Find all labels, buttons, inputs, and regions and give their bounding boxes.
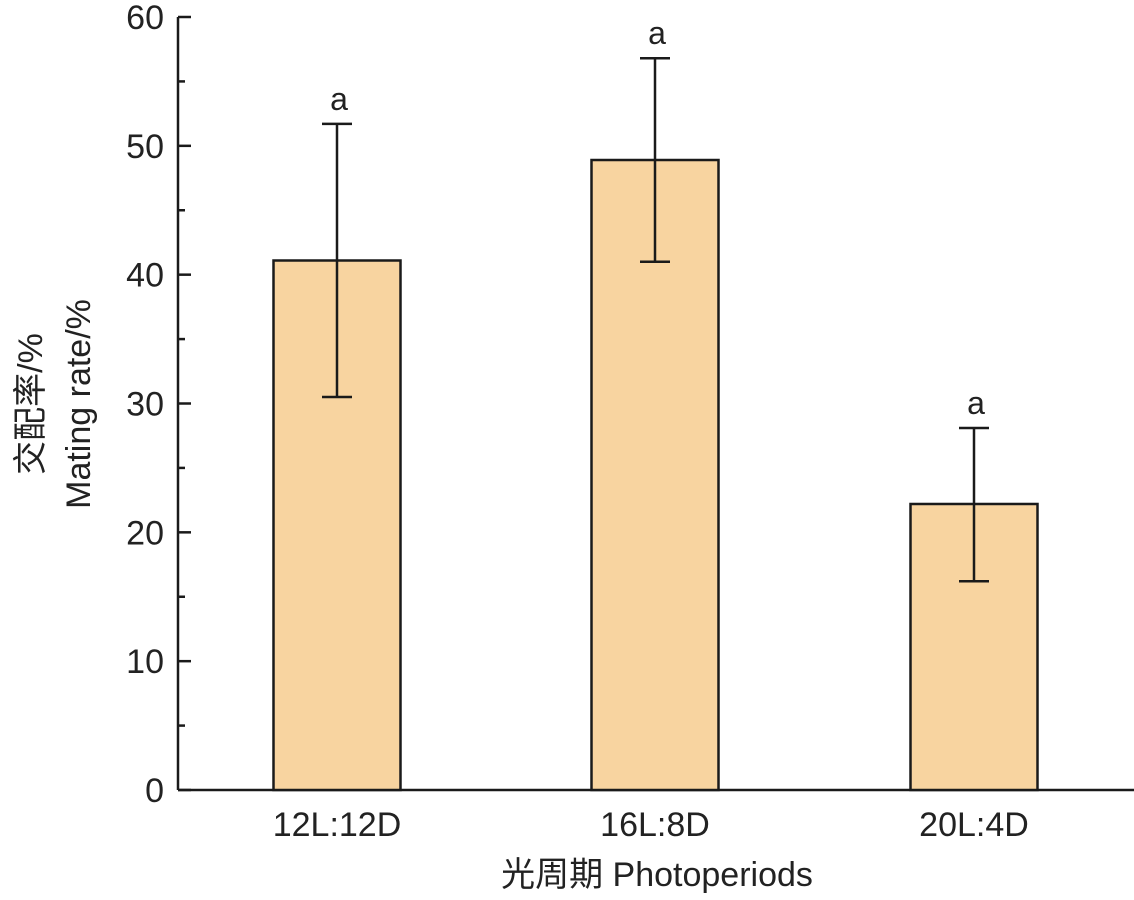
- bar: [590, 158, 720, 792]
- bars: [272, 158, 1039, 792]
- significance-letter: a: [648, 15, 666, 51]
- category-labels: 12L:12D 16L:8D 20L:4D: [273, 806, 1029, 844]
- significance-letter: a: [967, 385, 985, 421]
- y-axis-title-zh: 交配率/%: [12, 333, 50, 475]
- x-axis-title: 光周期 Photoperiods: [501, 856, 813, 894]
- x-category-label: 16L:8D: [600, 806, 710, 844]
- x-category-label: 12L:12D: [273, 806, 402, 844]
- y-tick-label: 0: [145, 772, 164, 810]
- significance-letter: a: [330, 81, 348, 117]
- y-tick-label: 30: [126, 386, 164, 424]
- y-axis-title-en: Mating rate/%: [60, 299, 98, 509]
- x-category-label: 20L:4D: [919, 806, 1029, 844]
- y-tick-label: 20: [126, 514, 164, 552]
- y-tick-label: 40: [126, 257, 164, 295]
- y-tick-label: 50: [126, 128, 164, 166]
- y-tick-label: 10: [126, 643, 164, 681]
- y-tick-label: 60: [126, 0, 164, 37]
- error-bars: [322, 56, 989, 583]
- y-axis: 0 10 20 30 40 50 60: [126, 0, 191, 810]
- significance-labels: a a a: [330, 15, 985, 421]
